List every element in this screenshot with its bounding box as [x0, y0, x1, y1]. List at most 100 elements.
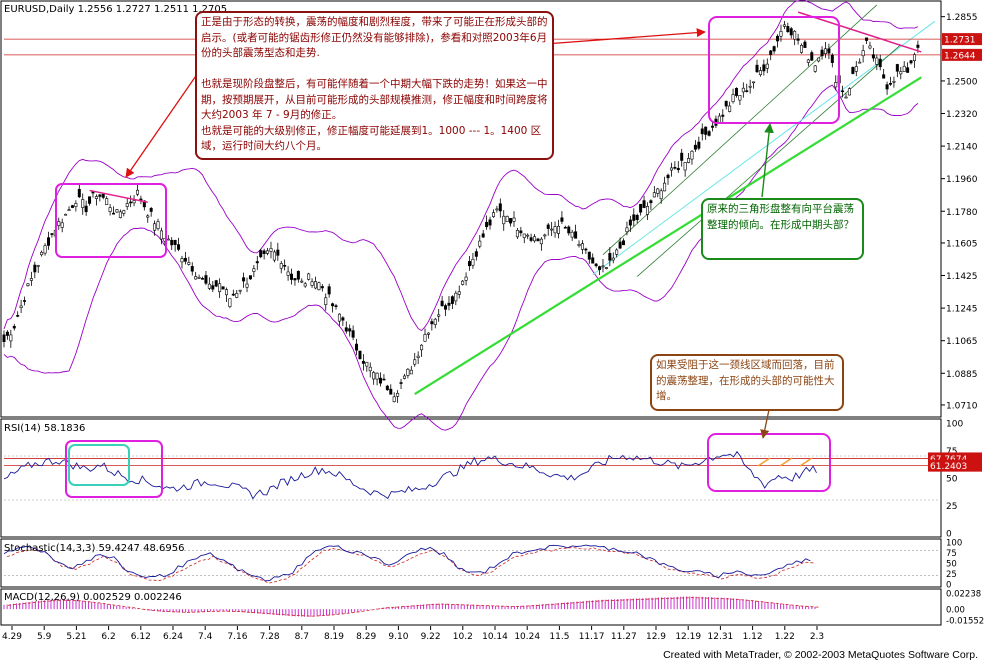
candle-body	[135, 189, 139, 195]
rsi-cyan-box	[68, 444, 130, 486]
candle-body	[221, 286, 225, 290]
price-layer: 1.2855 1.2500 1.2320 1.2140 1.1960 1.1780 1.16…	[2, 0, 982, 431]
candle-body	[454, 292, 458, 302]
candle-body	[738, 95, 742, 101]
candle-body	[793, 30, 797, 40]
candle-body	[266, 250, 270, 254]
candle-body	[218, 283, 222, 292]
macd-layer: 0.02238 0.00-0.01552	[3, 590, 984, 627]
candle-body	[676, 167, 680, 171]
candle-body	[567, 226, 571, 234]
x-axis: 4.29 5.9 5.21 6.2 6.12 6.24 7.4 7.16 7.28 8.7 8.19…	[2, 626, 824, 642]
candle-body	[574, 231, 578, 239]
candle-body	[461, 280, 465, 285]
candle-body	[430, 321, 434, 325]
x-axis-label: 1.12	[743, 632, 763, 642]
candle-body	[909, 60, 913, 64]
x-axis-label: 11.27	[611, 632, 637, 642]
candle-body	[379, 377, 383, 384]
candle-body	[283, 265, 287, 267]
stoch-signal-line	[6, 547, 814, 584]
candle-body	[690, 150, 694, 160]
annotation-brown: 如果受阻于这一颈线区域而回落，目前的震荡整理，在形成的头部的可能性大增。	[650, 354, 844, 411]
candle-body	[889, 83, 893, 85]
candle-body	[598, 266, 602, 270]
candle-body	[858, 61, 862, 64]
candle-body	[830, 54, 834, 63]
candle-body	[447, 302, 451, 306]
candle-body	[43, 245, 47, 254]
candle-body	[50, 233, 54, 235]
candle-body	[666, 174, 670, 179]
candle-body	[146, 215, 150, 218]
candle-body	[238, 289, 242, 292]
candle-body	[711, 125, 715, 128]
stochastic-panel-frame	[0, 538, 942, 588]
price-axis-label: 1.2855	[946, 13, 978, 23]
x-axis-label: 8.19	[324, 632, 344, 642]
candle-body	[704, 126, 708, 135]
candle-body	[194, 276, 198, 280]
x-axis-label: 5.9	[37, 632, 52, 642]
x-axis-label: 10.2	[453, 632, 473, 642]
candle-body	[40, 251, 44, 256]
candle-body	[122, 210, 126, 214]
macd-axis-label: 0.00	[946, 606, 965, 616]
rsi-axis-label: 0	[946, 530, 952, 540]
candle-body	[669, 167, 673, 171]
candle-body	[659, 190, 663, 200]
candle-body	[635, 215, 639, 220]
candle-body	[88, 196, 92, 204]
candle-body	[752, 81, 756, 84]
rsi-axis-label: 100	[946, 420, 963, 430]
candle-body	[64, 213, 68, 216]
candle-body	[721, 114, 725, 117]
candle-body	[211, 285, 215, 290]
arrow-to-current-top	[544, 28, 706, 45]
candle-body	[259, 250, 263, 258]
candle-body	[745, 90, 749, 92]
candle-body	[467, 261, 471, 267]
candle-body	[262, 250, 266, 254]
candle-body	[652, 192, 656, 198]
candle-body	[313, 281, 317, 289]
candle-body	[207, 283, 211, 289]
candle-body	[912, 54, 916, 62]
highlight-box-june	[55, 183, 167, 258]
x-axis-label: 5.21	[66, 632, 86, 642]
rsi-tag-bg	[928, 459, 982, 472]
candle-body	[868, 45, 872, 49]
candle-body	[12, 326, 16, 329]
stoch-axis-label: 50	[946, 560, 957, 570]
x-axis-label: 8.29	[356, 632, 376, 642]
x-axis-label: 6.24	[163, 632, 183, 642]
candle-body	[882, 74, 886, 79]
candle-body	[293, 278, 297, 281]
candle-body	[444, 305, 448, 310]
candle-body	[2, 334, 6, 342]
candle-body	[776, 35, 780, 42]
candle-body	[385, 385, 389, 391]
candle-body	[844, 96, 848, 99]
candle-body	[533, 236, 537, 242]
x-axis-label: 12.19	[675, 632, 701, 642]
candle-body	[663, 182, 667, 192]
candle-body	[885, 84, 889, 90]
candle-body	[865, 37, 869, 41]
bollinger-upper	[3, 0, 919, 332]
candle-body	[320, 286, 324, 289]
x-axis-label: 7.28	[260, 632, 280, 642]
candle-body	[478, 240, 482, 247]
rsi-title: RSI(14) 58.1836	[4, 423, 85, 434]
x-axis-label: 6.2	[101, 632, 115, 642]
candle-body	[851, 67, 855, 74]
candle-body	[317, 282, 321, 291]
candle-body	[129, 201, 133, 204]
candle-body	[645, 206, 649, 215]
candle-body	[98, 194, 102, 197]
candle-body	[782, 24, 786, 27]
rsi-highlight-june	[65, 440, 163, 498]
candle-body	[426, 332, 430, 335]
candle-body	[392, 396, 396, 402]
candle-body	[779, 31, 783, 37]
